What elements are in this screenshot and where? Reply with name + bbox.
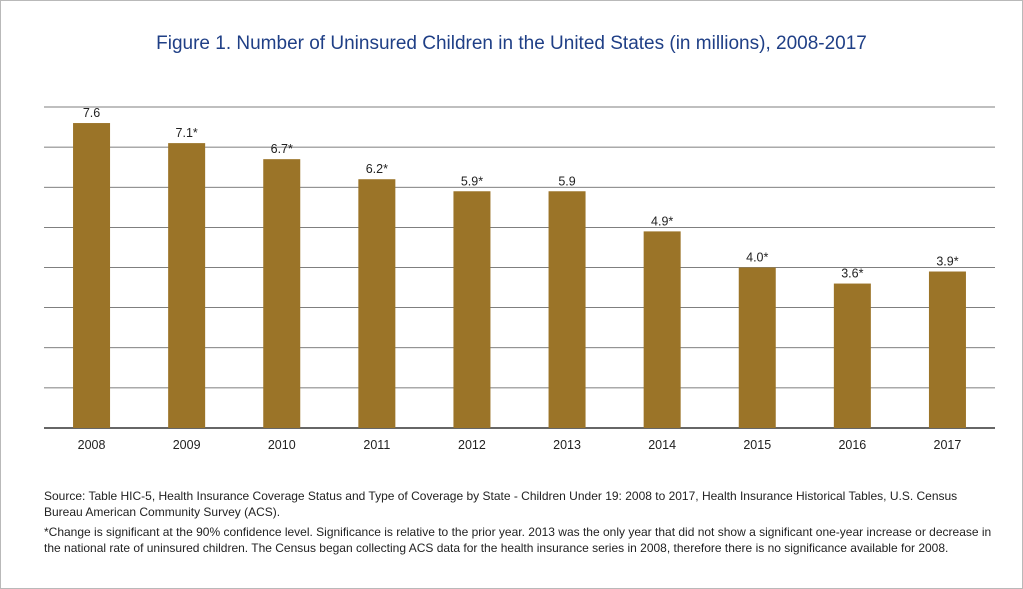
bar-2013 (548, 191, 586, 428)
bar-2017 (928, 271, 966, 428)
x-tick-2008: 2008 (78, 438, 106, 452)
x-axis-ticks: 2008 2009 2010 2011 2012 2013 2014 2015 2016 2017 (78, 438, 962, 452)
value-label-2013: 5.9 (558, 174, 575, 188)
x-tick-2016: 2016 (838, 438, 866, 452)
value-label-2014: 4.9* (651, 214, 673, 228)
x-tick-2013: 2013 (553, 438, 581, 452)
value-label-2008: 7.6 (83, 106, 100, 120)
x-tick-2014: 2014 (648, 438, 676, 452)
value-label-2011: 6.2* (366, 162, 388, 176)
value-label-2009: 7.1* (176, 126, 198, 140)
bar-2015 (738, 267, 776, 428)
value-label-2016: 3.6* (841, 267, 863, 281)
bar-2010 (263, 159, 301, 428)
x-tick-2015: 2015 (743, 438, 771, 452)
bar-2014 (643, 231, 681, 428)
bar-2012 (453, 191, 491, 428)
footnotes: Source: Table HIC-5, Health Insurance Co… (44, 489, 994, 556)
bar-2011 (358, 179, 396, 428)
value-label-2015: 4.0* (746, 251, 768, 265)
bar-2008 (73, 123, 111, 429)
value-labels: 7.6 7.1* 6.7* 6.2* 5.9* 5.9 4.9* 4.0* 3.6* 3.9* (83, 106, 959, 280)
bar-2009 (168, 143, 206, 429)
x-tick-2009: 2009 (173, 438, 201, 452)
x-tick-2010: 2010 (268, 438, 296, 452)
source-note: Source: Table HIC-5, Health Insurance Co… (44, 489, 958, 519)
x-tick-2012: 2012 (458, 438, 486, 452)
significance-note: *Change is significant at the 90% confid… (44, 525, 992, 555)
value-label-2010: 6.7* (271, 142, 293, 156)
value-label-2012: 5.9* (461, 174, 483, 188)
bar-2016 (833, 283, 871, 428)
x-tick-2017: 2017 (934, 438, 962, 452)
chart-title: Figure 1. Number of Uninsured Children i… (156, 33, 867, 54)
x-tick-2011: 2011 (363, 438, 390, 452)
value-label-2017: 3.9* (936, 255, 958, 269)
bars (73, 123, 966, 429)
